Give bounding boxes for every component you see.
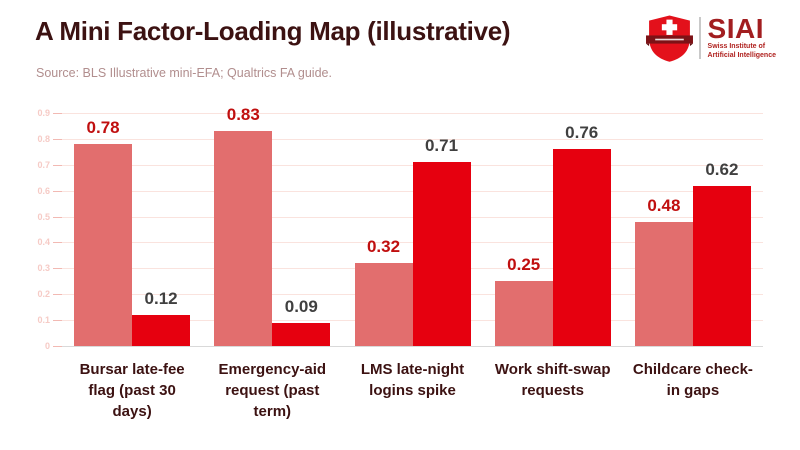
x-axis-category-label: Bursar late-fee flag (past 30 days) (79, 361, 185, 420)
source-note: Source: BLS Illustrative mini-EFA; Qualt… (36, 66, 332, 80)
siai-logo: SIAI Swiss Institute of Artificial Intel… (645, 12, 776, 63)
logo-acronym: SIAI (707, 12, 764, 44)
x-axis-category-label: Work shift-swap requests (494, 361, 611, 399)
y-axis-tick (53, 294, 62, 296)
bar-series_2-cat2 (272, 322, 331, 346)
y-axis-tick (53, 216, 62, 218)
page-title: A Mini Factor-Loading Map (illustrative) (35, 16, 511, 46)
logo-text: SIAI Swiss Institute of Artificial Intel… (707, 12, 776, 60)
logo-subtitle: Swiss Institute of Artificial Intelligen… (708, 43, 776, 60)
y-axis-tick (53, 346, 62, 347)
bar-series_2-cat1 (132, 314, 191, 346)
y-axis-tick-label: 0.1 (37, 315, 50, 326)
bar-value-label: 0.25 (507, 255, 541, 275)
bar-value-label: 0.71 (424, 136, 459, 156)
y-axis-tick-label: 0.8 (37, 133, 50, 144)
y-axis-tick (53, 320, 62, 322)
bar-series_2-cat5 (692, 185, 751, 346)
bar-value-label: 0.12 (144, 288, 178, 308)
y-axis-tick (53, 138, 62, 140)
x-axis-category-label: LMS late-night logins spike (360, 361, 465, 399)
bar-series_1-cat4 (494, 281, 553, 346)
bar-series_1-cat1 (74, 144, 133, 346)
gridline (62, 113, 763, 114)
bar-value-label: 0.62 (705, 159, 739, 179)
bar-value-label: 0.78 (86, 118, 120, 138)
y-axis-tick (53, 242, 62, 244)
logo-subtitle-line2: Artificial Intelligence (707, 51, 776, 59)
logo-divider (698, 17, 701, 59)
y-axis-tick (53, 190, 62, 192)
y-axis-tick (53, 268, 62, 270)
bar-value-label: 0.83 (226, 105, 260, 125)
y-axis-tick-label: 0.2 (37, 289, 50, 300)
logo-subtitle-line1: Swiss Institute of (707, 43, 766, 51)
bar-value-label: 0.09 (284, 296, 318, 316)
y-axis-tick-label: 0.9 (37, 108, 50, 118)
x-axis-category-label: Childcare check-in gaps (632, 361, 753, 399)
y-axis-tick-label: 0.5 (37, 211, 50, 222)
y-axis-tick (53, 164, 62, 166)
plot-area: 0 0.1 0.2 0.3 0.4 0.5 0.6 0.7 0.8 0.9 0.78 0.12 0.83… (37, 105, 763, 351)
y-axis-tick-label: 0.7 (37, 159, 50, 170)
x-axis-labels: Bursar late-fee flag (past 30 days) Emerg… (62, 359, 763, 422)
gridline (62, 138, 763, 140)
x-axis-category-label: Emergency-aid request (past term) (218, 361, 327, 420)
bar-value-label: 0.76 (565, 123, 599, 143)
bar-series_2-cat4 (552, 149, 611, 346)
x-axis-baseline (62, 346, 763, 347)
bar-series_1-cat3 (354, 263, 413, 346)
y-axis-tick-label: 0.4 (37, 237, 50, 248)
bar-series_1-cat5 (634, 221, 693, 346)
y-axis-tick-label: 0 (44, 341, 50, 351)
bar-series_2-cat3 (412, 162, 471, 346)
y-axis-tick (53, 113, 62, 114)
siai-shield-icon (645, 15, 693, 62)
bar-value-label: 0.32 (366, 237, 401, 257)
y-axis-tick-label: 0.3 (37, 263, 50, 274)
bar-series_1-cat2 (214, 131, 273, 346)
bar-value-label: 0.48 (647, 195, 681, 215)
y-axis-tick-label: 0.6 (37, 185, 50, 196)
